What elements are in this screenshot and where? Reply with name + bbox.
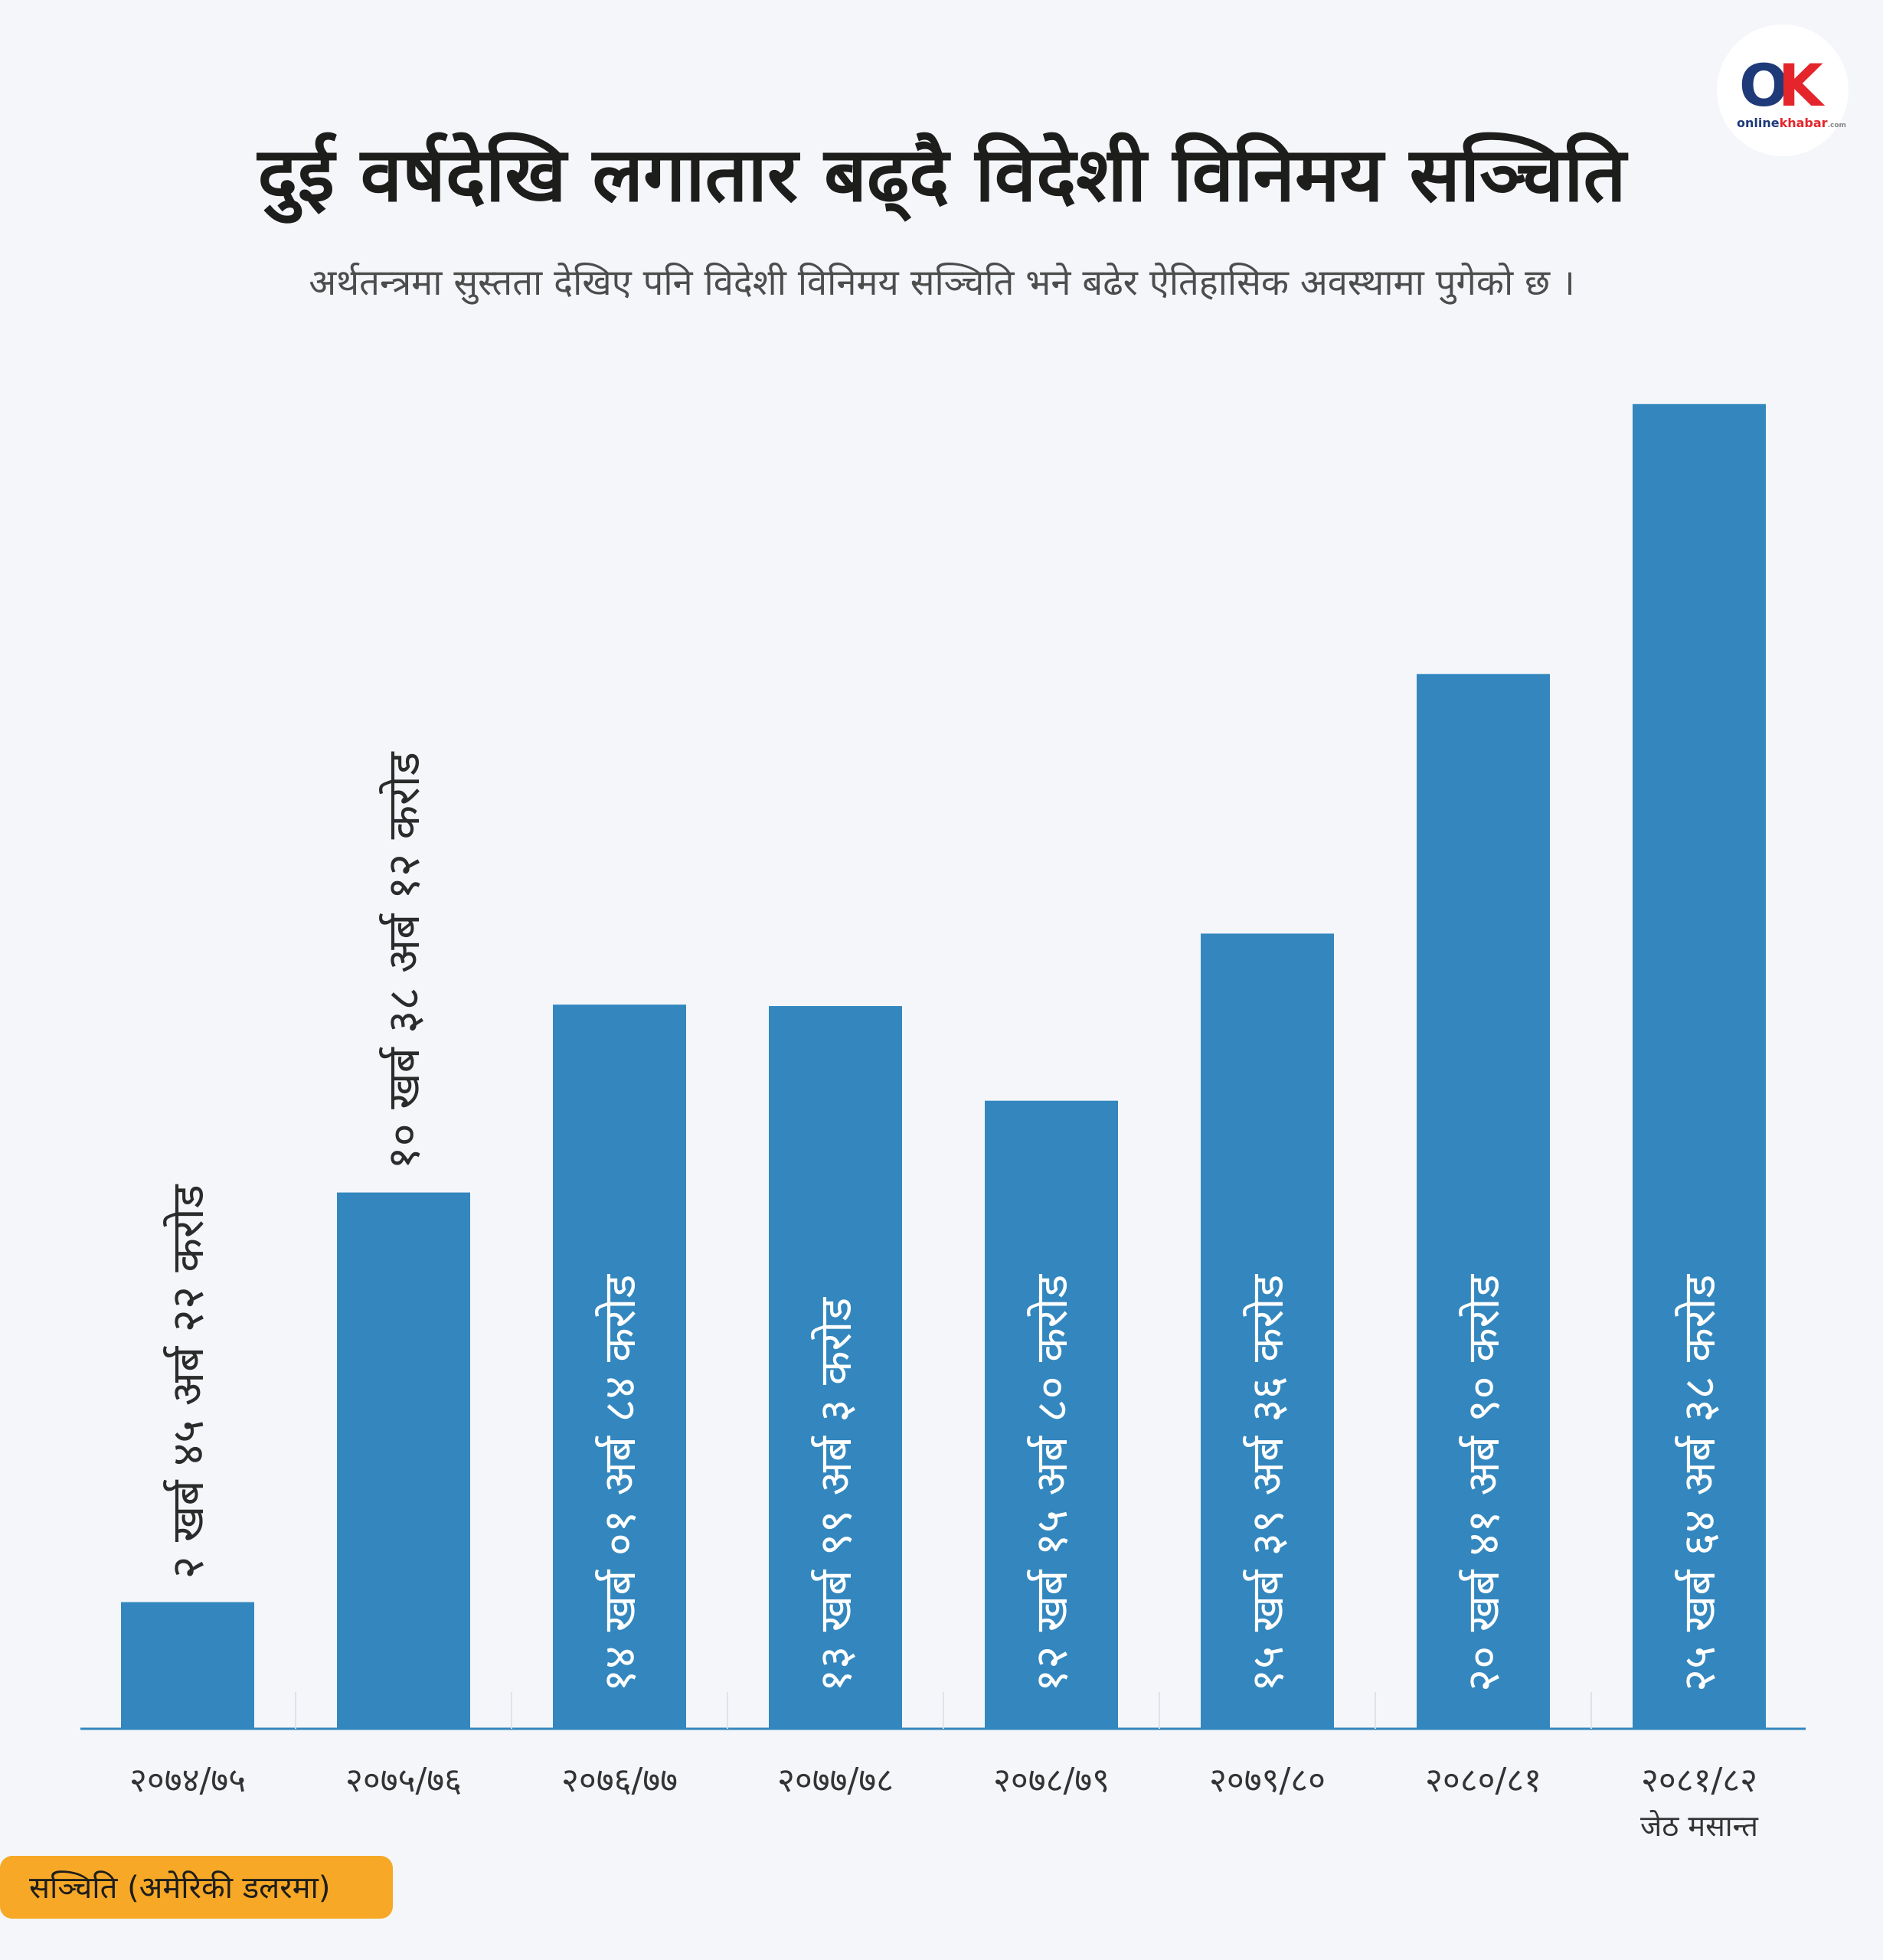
logo-circle — [1717, 24, 1849, 156]
data-label: १० खर्ब ३८ अर्ब १२ करोड — [378, 751, 430, 1169]
bar — [769, 1006, 902, 1729]
data-label: १३ खर्ब ९९ अर्ब ३ करोड — [809, 1297, 861, 1692]
data-label: १५ खर्ब ३९ अर्ब ३६ करोड — [1241, 1274, 1293, 1692]
bar — [1201, 933, 1334, 1729]
bar — [553, 1004, 686, 1729]
bar — [121, 1602, 254, 1729]
logo-mark-k: K — [1778, 51, 1826, 119]
x-tick-label: २०७५/७६ — [345, 1761, 462, 1800]
logo-mark-o: O — [1739, 51, 1789, 119]
x-tick-label: २०७७/७८ — [777, 1761, 894, 1800]
data-label: १२ खर्ब १५ अर्ब ८० करोड — [1025, 1274, 1077, 1692]
legend-box — [0, 1856, 393, 1919]
bar — [1417, 674, 1550, 1729]
x-tick-label: २०८१/८२ — [1641, 1761, 1757, 1800]
data-label: २ खर्ब ४५ अर्ब २२ करोड — [162, 1184, 214, 1579]
chart-title: दुई वर्षदेखि लगातार बढ्दै विदेशी विनिमय … — [257, 132, 1629, 224]
logo-word-khabar: khabar — [1780, 116, 1828, 130]
legend: सञ्चिति (अमेरिकी डलरमा) — [0, 1856, 393, 1919]
x-tick-label: २०७४/७५ — [129, 1761, 246, 1800]
legend-label: सञ्चिति (अमेरिकी डलरमा) — [29, 1870, 331, 1906]
data-label: २५ खर्ब ६४ अर्ब ३८ करोड — [1673, 1274, 1725, 1692]
logo-word-online: online — [1737, 116, 1780, 130]
x-tick-label: २०७६/७७ — [561, 1761, 678, 1800]
logo: O K onlinekhabar.com — [1717, 24, 1849, 156]
x-tick-label: २०८०/८१ — [1425, 1761, 1541, 1800]
data-label: १४ खर्ब ०१ अर्ब ८४ करोड — [593, 1274, 646, 1692]
x-tick-note: जेठ मसान्त — [1640, 1809, 1759, 1843]
bar — [1633, 403, 1766, 1729]
chart-subtitle: अर्थतन्त्रमा सुस्तता देखिए पनि विदेशी वि… — [309, 262, 1575, 305]
plot-area: २०७४/७५ २ खर्ब ४५ अर्ब २२ करोड २०७५/७६ १० ख… — [80, 403, 1806, 1843]
logo-word-suffix: .com — [1828, 122, 1846, 129]
logo-wordmark: onlinekhabar.com — [1737, 116, 1846, 130]
x-tick-label: २०७९/८० — [1209, 1761, 1326, 1800]
bar — [337, 1192, 470, 1729]
x-tick-label: २०७८/७९ — [993, 1761, 1110, 1800]
bar — [985, 1100, 1118, 1729]
data-label: २० खर्ब ४१ अर्ब ९० करोड — [1457, 1274, 1509, 1692]
